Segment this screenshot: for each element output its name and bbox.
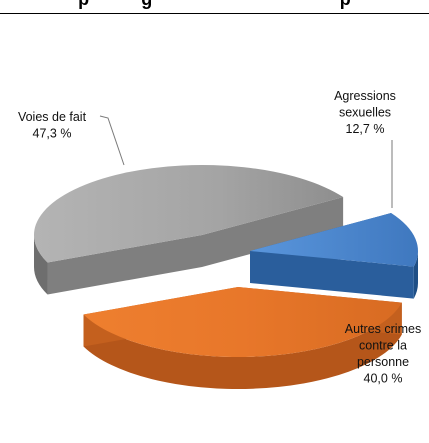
slice-agressions-sexuelles-cut-1 <box>250 251 414 299</box>
label-agressions-sexuelles: Agressions sexuelles 12,7 % <box>334 89 396 208</box>
slice-voies-de-fait-cut-1 <box>202 197 344 267</box>
slice-voies-de-fait <box>33 164 344 295</box>
label-autres-crimes: Autres crimes contre la personne 40,0 % <box>345 322 421 386</box>
label-autres-crimes-line-1: contre la <box>359 339 407 353</box>
slice-autres-crimes <box>83 287 402 389</box>
slice-voies-de-fait-side <box>34 235 48 295</box>
slice-agressions-sexuelles <box>250 213 418 299</box>
label-autres-crimes-line-0: Autres crimes <box>345 322 421 336</box>
header-strip: p g p <box>0 0 429 14</box>
page-title: p g p <box>0 0 429 10</box>
header-rule <box>0 13 429 14</box>
label-agressions-sexuelles-line-0: Agressions <box>334 89 396 103</box>
slice-autres-crimes-top <box>83 287 402 357</box>
label-agressions-sexuelles-line-2: 12,7 % <box>346 122 385 136</box>
label-autres-crimes-line-2: personne <box>357 355 409 369</box>
label-voies-de-fait-leader <box>99 115 125 166</box>
slice-agressions-sexuelles-side <box>413 251 418 299</box>
slice-voies-de-fait-cut-0 <box>47 235 203 295</box>
label-voies-de-fait-line-1: 47,3 % <box>33 127 72 141</box>
label-voies-de-fait: Voies de fait 47,3 % <box>18 110 125 166</box>
slice-autres-crimes-side <box>83 302 402 389</box>
slice-agressions-sexuelles-top <box>250 213 418 267</box>
slice-voies-de-fait-top <box>33 164 344 263</box>
label-agressions-sexuelles-line-1: sexuelles <box>339 106 391 120</box>
label-autres-crimes-line-3: 40,0 % <box>364 372 403 386</box>
label-voies-de-fait-line-0: Voies de fait <box>18 110 87 124</box>
